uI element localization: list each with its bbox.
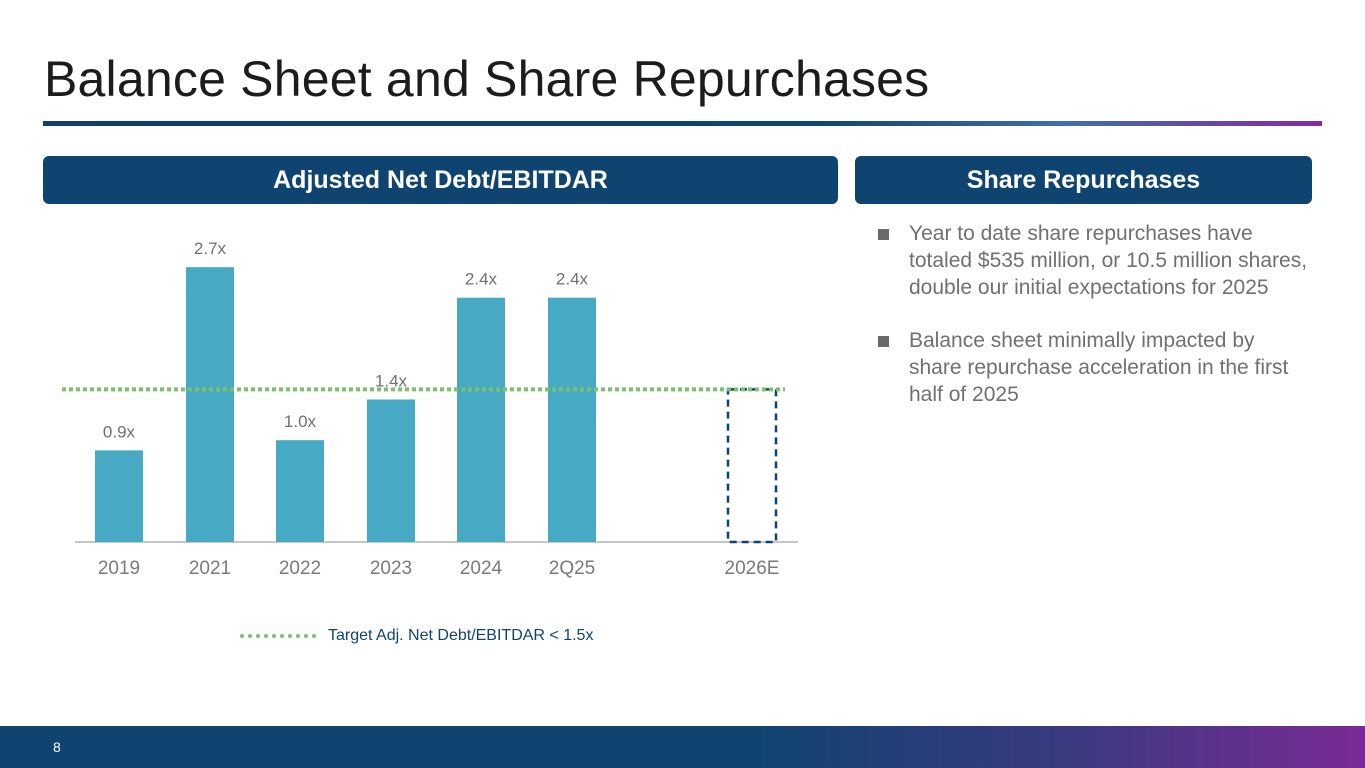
- x-tick-label-2Q25: 2Q25: [549, 558, 595, 579]
- title-divider: [43, 121, 1322, 126]
- value-label-2022: 1.0x: [284, 412, 317, 431]
- value-label-2019: 0.9x: [103, 422, 136, 441]
- bar-2019: [95, 450, 143, 542]
- bar-2024: [457, 297, 505, 542]
- bullet-text: Balance sheet minimally impacted by shar…: [909, 329, 1289, 406]
- net-debt-bar-chart: 0.9x 2019 2.7x 2021 1.0x 2022 1.4x 2023 2.4x 2024…: [62, 239, 798, 579]
- square-bullet-icon: [878, 229, 889, 240]
- bar-estimate-2026E: [726, 388, 778, 544]
- bullet-item: Year to date share repurchases have tota…: [878, 220, 1308, 301]
- bullet-text: Year to date share repurchases have tota…: [909, 222, 1308, 299]
- target-legend-label: Target Adj. Net Debt/EBITDAR < 1.5x: [328, 627, 594, 644]
- square-bullet-icon: [878, 336, 889, 347]
- footer-bar: 8: [0, 726, 1365, 768]
- value-label-2023: 1.4x: [375, 372, 408, 391]
- value-label-2024: 2.4x: [465, 270, 498, 289]
- value-label-2021: 2.7x: [194, 239, 227, 258]
- x-tick-label-2021: 2021: [189, 558, 231, 579]
- x-tick-label-2026E: 2026E: [725, 558, 780, 579]
- x-tick-label-2022: 2022: [279, 558, 321, 579]
- chart-panel-header: Adjusted Net Debt/EBITDAR: [43, 156, 838, 204]
- bar-2023: [367, 399, 415, 542]
- bar-2022: [276, 440, 324, 542]
- value-label-2Q25: 2.4x: [556, 270, 589, 289]
- bullet-item: Balance sheet minimally impacted by shar…: [878, 327, 1308, 408]
- bar-2021: [186, 267, 234, 542]
- target-line-swatch: [240, 634, 316, 638]
- repurchase-bullet-list: Year to date share repurchases have tota…: [878, 220, 1308, 434]
- slide-title: Balance Sheet and Share Repurchases: [44, 51, 930, 107]
- chart-legend: Target Adj. Net Debt/EBITDAR < 1.5x: [240, 627, 593, 645]
- page-number: 8: [53, 739, 61, 755]
- x-tick-label-2019: 2019: [98, 558, 140, 579]
- x-tick-label-2024: 2024: [460, 558, 503, 579]
- repurchases-panel-header: Share Repurchases: [855, 156, 1312, 204]
- bar-2Q25: [548, 297, 596, 542]
- x-tick-label-2023: 2023: [370, 558, 412, 579]
